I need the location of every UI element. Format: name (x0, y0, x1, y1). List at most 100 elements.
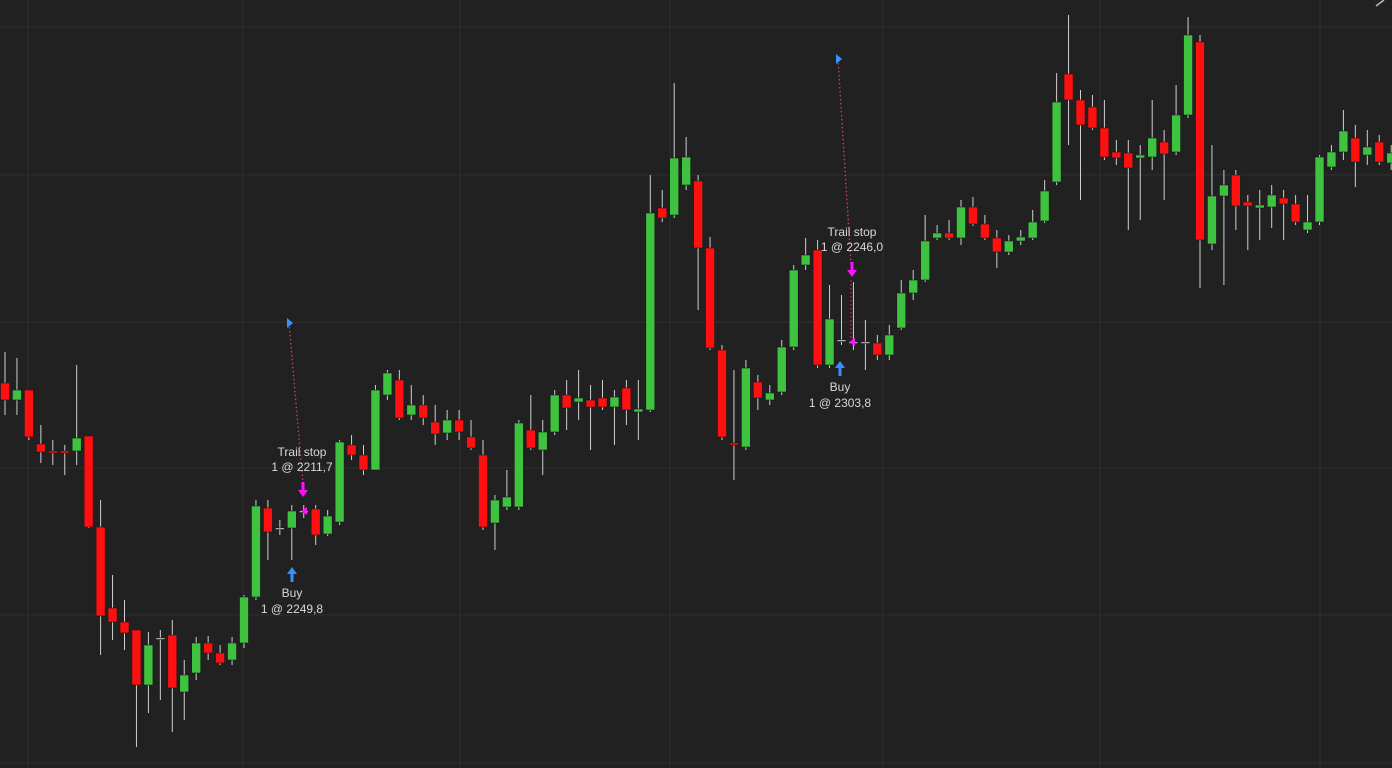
candle-body (597, 397, 608, 408)
candle-body (275, 527, 285, 530)
candle-body (346, 444, 357, 456)
candle-body (1111, 151, 1122, 159)
candle-body (1302, 221, 1313, 231)
buy-arrow (287, 567, 297, 582)
candle-body (1278, 197, 1289, 205)
candle-body (932, 232, 942, 239)
candle-body (1231, 174, 1241, 207)
candle-body (884, 334, 895, 356)
exit-marker (849, 338, 855, 346)
candle-body (729, 442, 739, 446)
candle-body (83, 435, 94, 528)
candle-body (1326, 151, 1337, 168)
candle-body (0, 382, 10, 401)
candle-body (764, 392, 775, 401)
candle-body (466, 436, 476, 449)
candle-body (370, 389, 381, 471)
candle-body (71, 437, 82, 452)
candle-body (812, 249, 823, 366)
candle-body (573, 397, 584, 403)
candle-body (36, 443, 46, 453)
candle-body (382, 372, 393, 396)
candle-body (705, 247, 715, 349)
candle-body (47, 450, 58, 454)
candle-body (95, 526, 106, 617)
trade-link (288, 322, 304, 485)
candle-body (1195, 41, 1205, 241)
candle-body (1338, 130, 1349, 153)
candle-body (872, 342, 883, 356)
candle-body (358, 454, 369, 471)
candle-body (657, 207, 668, 219)
candle-body (669, 157, 680, 216)
candle-body (191, 642, 201, 674)
candle-body (203, 642, 213, 654)
trade-label: Trail stop (828, 225, 877, 239)
candle-body (179, 674, 190, 693)
candle-body (478, 454, 488, 528)
candle-body (753, 381, 763, 399)
trade-label: Trail stop (278, 445, 327, 459)
candle-body (1039, 190, 1050, 222)
candle-body (143, 644, 154, 686)
trade-labels: Buy 1 @ 2249,8 Trail stop 1 @ 2211,7 Buy… (261, 225, 884, 616)
candle-body (119, 621, 130, 634)
candle-body (908, 279, 919, 294)
candle-body (59, 450, 70, 454)
candle-body (1266, 194, 1277, 208)
candle-body (992, 237, 1002, 253)
candle-body (502, 496, 512, 508)
candle-body (1219, 184, 1229, 197)
candle-body (442, 419, 452, 434)
candle-body (167, 634, 178, 689)
candle-body (215, 652, 225, 664)
candles (0, 15, 1392, 747)
candle-body (1314, 156, 1325, 223)
candle-body (1051, 101, 1062, 183)
candle-body (239, 596, 249, 644)
candle-body (860, 341, 871, 344)
candle-body (824, 318, 835, 366)
candle-body (681, 156, 691, 186)
candle-body (1350, 137, 1361, 163)
entry-marker (836, 54, 842, 64)
candle-body (454, 419, 464, 433)
candle-body (549, 394, 560, 433)
candle-body (107, 607, 118, 623)
candle-body (633, 408, 644, 413)
candle-body (717, 349, 727, 438)
trade-order: 1 @ 2249,8 (261, 602, 324, 616)
candle-body (836, 339, 847, 342)
candle-body (1207, 195, 1217, 245)
candle-body (561, 394, 572, 409)
trade-label: Buy (282, 586, 303, 600)
candle-body (1159, 141, 1169, 155)
candle-body (645, 212, 656, 411)
candle-body (1003, 240, 1014, 253)
candle-body (776, 346, 787, 393)
candle-body (227, 642, 237, 661)
candle-body (1254, 204, 1265, 209)
candle-body (944, 232, 954, 239)
stop-arrow (847, 262, 857, 277)
candle-body (286, 510, 297, 529)
candle-body (418, 404, 429, 419)
trade-order: 1 @ 2246,0 (821, 240, 884, 254)
candle-body (956, 206, 966, 239)
candle-body (896, 292, 907, 329)
candle-body (1099, 127, 1110, 158)
trade-order: 1 @ 2303,8 (809, 396, 872, 410)
candle-body (788, 269, 799, 348)
candle-body (1063, 73, 1074, 101)
candle-body (1374, 141, 1385, 163)
candle-body (131, 629, 142, 686)
candle-body (1075, 99, 1086, 126)
candle-body (525, 429, 536, 449)
candle-body (1362, 146, 1373, 156)
candle-body (968, 206, 978, 225)
candle-body (24, 389, 34, 438)
candle-body (1243, 201, 1253, 207)
candle-body (334, 441, 345, 523)
